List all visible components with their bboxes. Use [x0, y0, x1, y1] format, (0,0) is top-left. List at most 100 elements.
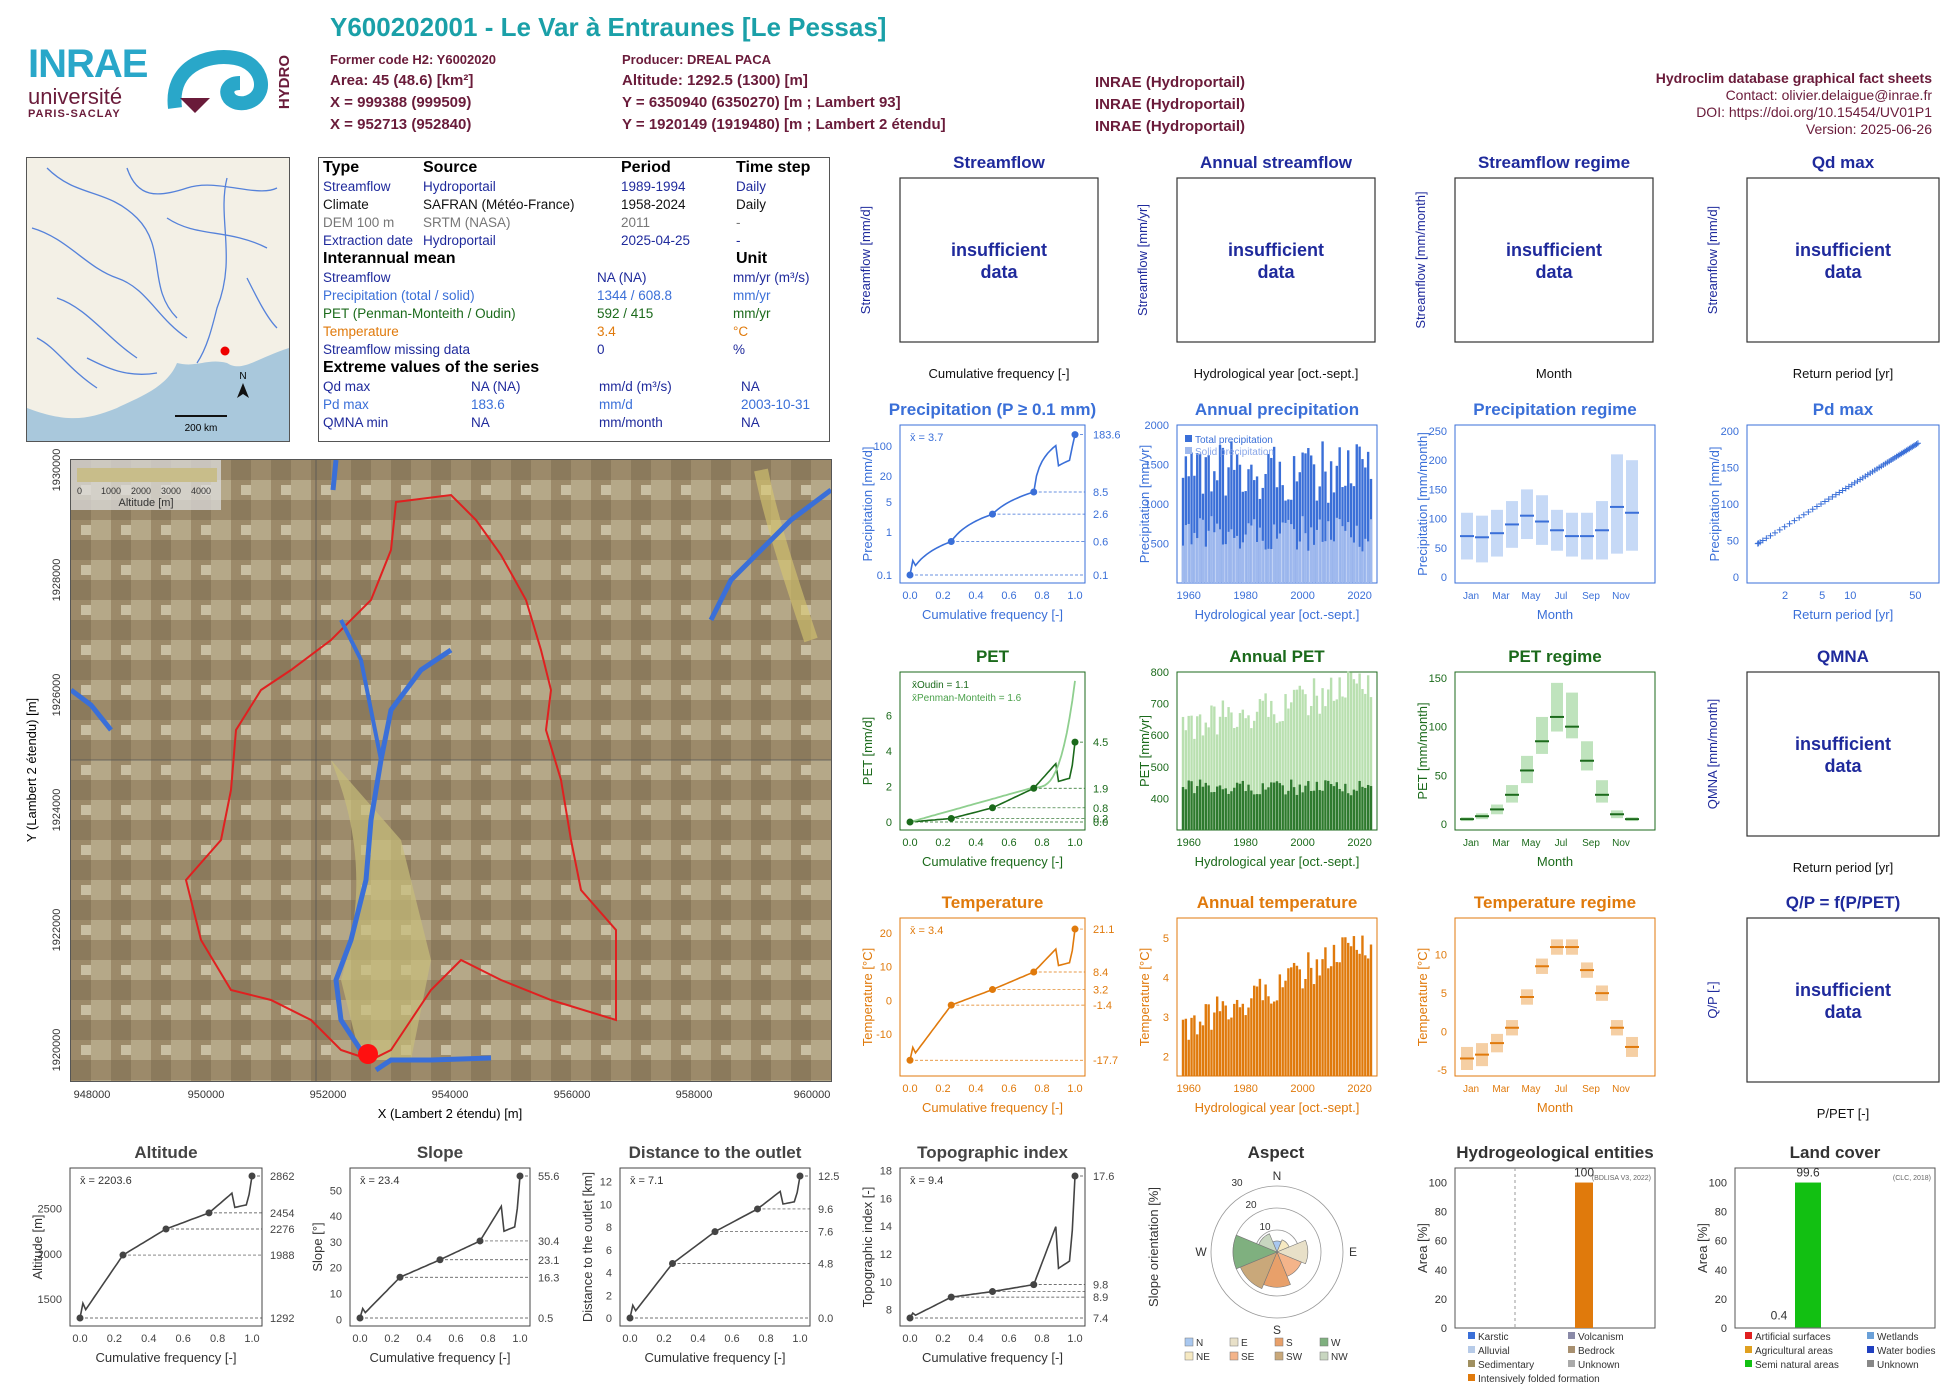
annual-temp-bar: [1261, 1000, 1264, 1076]
hydrogeo-legend-label: Intensively folded formation: [1478, 1374, 1600, 1385]
legend-swatch: [1185, 447, 1192, 454]
slope-ytick: 20: [330, 1263, 342, 1275]
annual-temp-bar: [1344, 937, 1347, 1076]
altitude-xlabel: Cumulative frequency [-]: [96, 1350, 237, 1365]
annual-pet-xtick: 1960: [1176, 837, 1200, 849]
mean-value: 592 / 415: [597, 305, 654, 321]
annual-pet-bar: [1244, 718, 1247, 830]
hydrogeo-legend-swatch: [1468, 1346, 1475, 1353]
annual-temp-bar: [1181, 1019, 1185, 1076]
precip-title: Precipitation (P ≥ 0.1 mm): [889, 400, 1096, 419]
topo-xtick: 0.4: [968, 1333, 983, 1345]
map-ytick: 1924000: [51, 789, 63, 832]
paris-saclay-logo-text: PARIS-SACLAY: [28, 108, 121, 120]
annual-temp-bar: [1281, 987, 1284, 1076]
annual-pet-bar: [1253, 720, 1256, 830]
landcover-ytick: 0: [1721, 1323, 1727, 1335]
annual-precip-bar: [1312, 544, 1316, 583]
mean-label: Streamflow: [323, 269, 391, 285]
annual-precip-bar: [1332, 541, 1336, 583]
temp-regime-ytick: 10: [1435, 950, 1447, 962]
slope-ytick: 50: [330, 1185, 342, 1197]
pet-regime-box: [1566, 692, 1578, 739]
annual-precip-ytick: 500: [1151, 539, 1169, 551]
aspect-label-w: W: [1195, 1245, 1207, 1259]
landcover-legend-label: Agricultural areas: [1755, 1346, 1833, 1357]
annual-precip-bar: [1238, 464, 1242, 583]
distance-mean: x̄ = 7.1: [630, 1175, 663, 1187]
streamflow-regime-title: Streamflow regime: [1478, 153, 1630, 172]
topo-right-label: 8.9: [1093, 1292, 1108, 1304]
annual-temp-bar: [1267, 996, 1270, 1076]
temp-right-label: 3.2: [1093, 985, 1108, 997]
annual-pet-bar: [1287, 790, 1290, 830]
catchment-map: 0 1000 2000 3000 4000 Altitude [m]: [70, 459, 832, 1082]
annual-pet-bar: [1261, 783, 1264, 830]
hydrogeo-legend-swatch: [1568, 1360, 1575, 1367]
annual-pet-bar: [1369, 697, 1373, 830]
annual-precip-legend-solid: Solid precipitation: [1195, 447, 1274, 458]
doi[interactable]: DOI: https://doi.org/10.15454/UV01P1: [1696, 104, 1932, 120]
row-step: -: [736, 232, 741, 248]
annual-precip-bar: [1329, 539, 1333, 583]
annual-pet-bar: [1366, 675, 1370, 830]
temp-mean: x̄ = 3.4: [910, 925, 943, 937]
precip-regime-ytick: 200: [1429, 455, 1447, 467]
row-period: 1958-2024: [621, 196, 686, 212]
topo-xtick: 0.8: [1034, 1333, 1049, 1345]
topo-right-label: 17.6: [1093, 1171, 1114, 1183]
aspect-label-e: E: [1349, 1245, 1357, 1259]
pd-max-point: [1825, 496, 1832, 503]
precip-xtick: 0.8: [1034, 590, 1049, 602]
temp-regime-xtick: Jul: [1555, 1084, 1568, 1095]
annual-precip-bar: [1309, 455, 1313, 583]
annual-temp-bar: [1284, 980, 1287, 1076]
row-type: Streamflow: [323, 178, 391, 194]
annual-temp-bar: [1193, 1015, 1196, 1076]
th-type: Type: [323, 158, 360, 176]
annual-pet-bar: [1298, 685, 1301, 830]
annual-pet-bar: [1267, 787, 1270, 830]
pd-max-point: [1781, 523, 1788, 530]
aspect-legend-swatch: [1274, 1337, 1284, 1347]
annual-pet-bar: [1187, 715, 1190, 830]
annual-temp-bar: [1210, 1029, 1213, 1076]
topo-right-label: 7.4: [1093, 1313, 1108, 1325]
annual-precip-bar: [1193, 475, 1196, 583]
qmna-title: QMNA: [1817, 647, 1869, 666]
annual-pet-bar: [1327, 780, 1330, 830]
annual-precip-bar: [1338, 519, 1341, 583]
annual-temp-bar: [1347, 942, 1350, 1076]
temp-xtick: 0.8: [1034, 1083, 1049, 1095]
annual-precip-bar: [1295, 549, 1299, 583]
precip-regime-xtick: Sep: [1582, 591, 1600, 602]
annual-pet-bar: [1358, 673, 1361, 830]
annual-pet-bar: [1295, 794, 1299, 830]
annual-pet-bar: [1364, 787, 1367, 830]
annual-pet-bar: [1290, 702, 1293, 830]
annual-precip-bar: [1235, 535, 1239, 583]
annual-pet-bar: [1344, 783, 1347, 830]
annual-precip-bar: [1347, 450, 1350, 583]
pd-max-point: [1914, 440, 1921, 447]
annual-pet-bar: [1324, 780, 1327, 830]
pd-max-point: [1763, 535, 1770, 542]
annual-pet-bar: [1278, 783, 1282, 830]
pet-regime-ytick: 150: [1429, 673, 1447, 685]
annual-precip-bar: [1184, 456, 1188, 583]
precip-xtick: 1.0: [1067, 590, 1082, 602]
precip-regime-box: [1476, 515, 1488, 563]
annual-temp-bar: [1215, 996, 1219, 1076]
annual-precip-legend-total: Total precipitation: [1195, 435, 1273, 446]
distance-title: Distance to the outlet: [629, 1143, 802, 1162]
precip-mean: x̄ = 3.7: [910, 432, 943, 444]
altitude-right-label: 2862: [270, 1171, 294, 1183]
annual-pet-bar: [1290, 779, 1293, 830]
annual-pet-bar: [1227, 707, 1230, 830]
temp-regime-xlabel: Month: [1537, 1100, 1573, 1115]
annual-temp-bar: [1233, 1003, 1236, 1076]
streamflow-ylabel: Streamflow [mm/d]: [858, 206, 873, 314]
altitude-xtick: 0.2: [107, 1333, 122, 1345]
annual-pet-bar: [1258, 794, 1262, 830]
pet-regime-box: [1581, 741, 1593, 771]
